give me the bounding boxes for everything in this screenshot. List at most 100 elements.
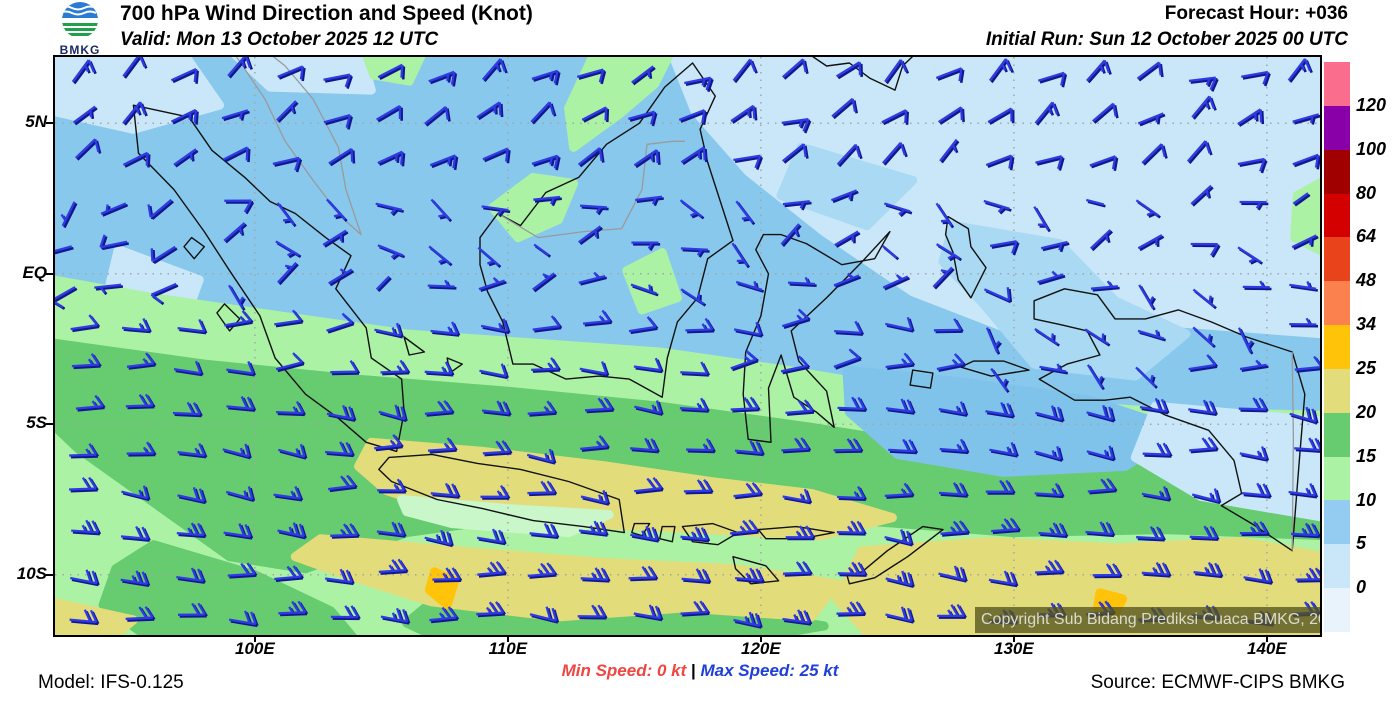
wind-barb [983,287,1011,302]
coastline [1033,288,1306,552]
wind-barb [272,156,301,171]
wind-barb-shadow [225,201,255,215]
wind-barb [274,565,303,581]
wind-barb [1138,284,1155,309]
wind-barb [781,118,810,132]
wind-barb [479,363,508,378]
wind-barb [782,609,811,624]
colorbar-segment [1324,325,1350,369]
wind-barb [885,606,913,622]
wind-barb [733,321,762,336]
wind-barb [888,438,917,453]
coastline [732,556,780,585]
wind-barb [785,399,814,415]
wind-barb [323,113,352,128]
colorbar-label: 120 [1356,94,1387,115]
wind-barb [176,522,205,537]
wind-barb [1237,246,1262,263]
wind-barb [225,486,254,501]
wind-barb [275,352,304,371]
colorbar-label: 15 [1356,445,1377,466]
wind-barb-shadow [784,201,812,211]
wind-barb [1139,397,1168,413]
wind-barb [222,443,250,458]
wind-barb [177,487,205,503]
wind-barb [173,360,202,375]
wind-barb [735,200,754,224]
wind-barb-shadow [783,119,812,134]
wind-barb [227,562,256,577]
wind-barb [100,202,127,215]
wind-barb [430,321,459,335]
axis-tick-lon [506,636,509,642]
wind-barb [126,352,155,368]
wind-barb [120,570,149,586]
wind-barb [1192,326,1215,347]
wind-barb-shadow [635,150,661,169]
wind-barb-shadow [1242,72,1271,87]
wind-barb [69,443,98,457]
wind-barb [531,154,559,169]
wind-barb [734,440,763,455]
coastline [132,104,405,453]
wind-barb-shadow [1087,200,1106,208]
wind-barb [223,222,246,242]
wind-barb [226,396,255,411]
wind-barb [1237,327,1253,353]
wind-barb [476,528,505,544]
speed-region [397,495,614,538]
axis-label-lon: 110E [488,639,528,658]
wind-barb [733,482,762,498]
wind-barb [476,601,505,616]
wind-barb [172,401,201,416]
wind-barb [1289,317,1317,326]
wind-barb [938,482,967,496]
wind-barb [1087,477,1116,493]
colorbar-segment [1324,149,1350,194]
wind-barb-shadow [783,60,809,80]
wind-barb [680,526,709,541]
colorbar [1324,62,1350,632]
wind-barb [938,401,967,416]
wind-barb [988,570,1017,586]
wind-barb [428,245,451,265]
colorbar-label: 34 [1356,314,1377,335]
axis-label-lat: 5S [26,413,47,433]
wind-barb-shadow [1190,78,1219,92]
wind-barb [579,204,607,214]
wind-barb-shadow [685,78,714,93]
wind-barb [1287,58,1312,82]
coastline [960,360,1030,377]
wind-barb [427,279,455,288]
wind-barb [326,405,355,421]
wind-barb [1239,446,1268,460]
colorbar-label: 5 [1356,533,1367,554]
wind-barb [482,58,506,81]
wind-barb-shadow [883,110,909,126]
wind-barb [71,353,100,368]
wind-barb [1190,184,1212,205]
wind-barb-shadow [377,106,403,123]
wind-barb [938,565,966,581]
bmkg-logo: BMKG [44,1,116,57]
wind-barb [323,73,352,88]
wind-barb [1035,155,1063,170]
colorbar-segment [1324,193,1350,238]
wind-barb-shadow [1139,235,1165,252]
wind-barb-shadow [324,231,349,248]
wind-barb [1239,200,1267,209]
wind-barb-shadow [832,190,859,204]
wind-barb [1188,354,1217,371]
wind-barb [837,561,866,576]
wind-barb [326,198,346,221]
wind-barb [1037,270,1064,284]
wind-barb [1289,406,1317,423]
country-border [1291,351,1295,551]
wind-barb [177,602,206,616]
wind-barb [1035,559,1063,574]
wind-barb-shadow [124,153,151,168]
wind-barb [177,442,206,457]
wind-barb [380,607,409,623]
speed-region [938,221,1191,381]
wind-barb [277,65,304,80]
